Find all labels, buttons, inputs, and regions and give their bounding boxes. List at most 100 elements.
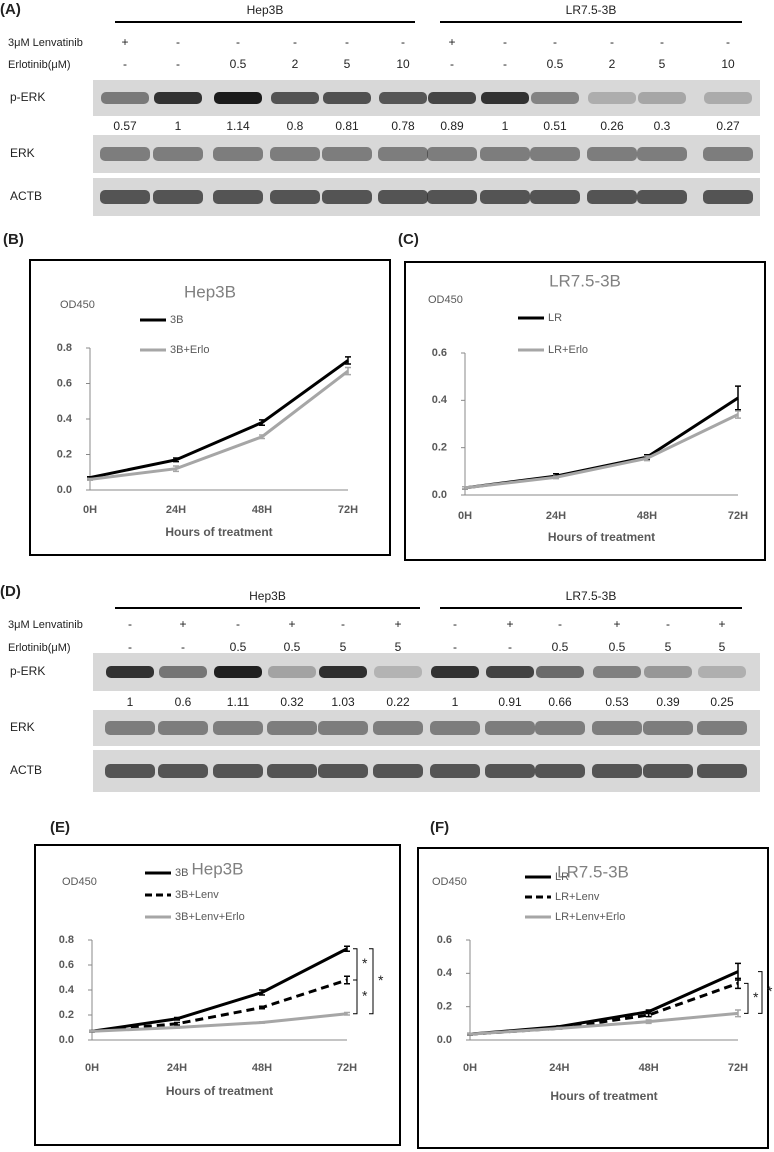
- error-bar: [462, 485, 468, 490]
- condition-value: +: [613, 617, 620, 631]
- y-axis-label: OD450: [432, 876, 467, 888]
- band-label: p-ERK: [10, 664, 45, 678]
- band: [100, 190, 150, 204]
- panel-label: (E): [50, 819, 70, 836]
- condition-value: 0.5: [284, 640, 301, 654]
- significance-mark: *: [378, 972, 384, 988]
- band: [213, 764, 263, 778]
- legend-label: LR: [555, 871, 569, 883]
- band-label: ERK: [10, 720, 35, 734]
- band: [373, 764, 423, 778]
- x-tick-label: 24H: [166, 504, 186, 516]
- band: [480, 147, 530, 161]
- panel-label: (D): [0, 583, 21, 600]
- band: [485, 764, 535, 778]
- quantification: 1.14: [226, 119, 250, 133]
- band: [318, 721, 368, 735]
- quantification: 0.27: [716, 119, 740, 133]
- error-bar: [645, 1012, 652, 1018]
- quantification: 0.66: [548, 695, 572, 709]
- y-tick-label: 0.6: [437, 934, 452, 946]
- legend-label: LR+Lenv+Erlo: [555, 911, 625, 923]
- y-tick-label: 0.4: [57, 413, 73, 425]
- error-bar: [259, 419, 265, 426]
- series-line: [469, 1011, 739, 1036]
- x-tick-label: 0H: [83, 504, 97, 516]
- condition-value: 5: [665, 640, 672, 654]
- condition-value: -: [726, 35, 730, 49]
- condition-value: 2: [292, 57, 299, 71]
- panel-label: (C): [398, 231, 419, 248]
- band: [373, 721, 423, 735]
- condition-value: -: [503, 57, 507, 71]
- band: [698, 666, 746, 678]
- x-tick-label: 24H: [167, 1062, 187, 1074]
- band: [214, 666, 262, 678]
- condition-value: -: [503, 35, 507, 49]
- y-axis-label: OD450: [60, 299, 95, 311]
- group-label: LR7.5-3B: [566, 589, 617, 603]
- condition-value: -: [236, 617, 240, 631]
- condition-value: -: [666, 617, 670, 631]
- error-bar: [556, 1026, 563, 1030]
- band: [486, 666, 534, 678]
- y-axis-label: OD450: [428, 294, 463, 306]
- band: [530, 190, 580, 204]
- band: [268, 666, 316, 678]
- condition-value: 0.5: [547, 57, 564, 71]
- band: [643, 764, 693, 778]
- condition-value: +: [394, 617, 401, 631]
- band: [213, 147, 263, 161]
- band: [378, 190, 428, 204]
- band: [154, 92, 202, 104]
- error-bar: [174, 1026, 180, 1029]
- band: [318, 764, 368, 778]
- error-bar: [345, 366, 351, 376]
- legend-label: 3B+Lenv: [175, 889, 219, 901]
- chart-title: Hep3B: [192, 859, 244, 878]
- quantification: 1: [452, 695, 459, 709]
- condition-value: +: [288, 617, 295, 631]
- band: [159, 666, 207, 678]
- x-tick-label: 72H: [728, 1062, 748, 1074]
- band-label: ACTB: [10, 189, 42, 203]
- band: [153, 190, 203, 204]
- y-tick-label: 0.2: [57, 448, 72, 460]
- y-tick-label: 0.6: [432, 347, 447, 359]
- error-bar: [259, 989, 265, 996]
- y-tick-label: 0.6: [57, 377, 72, 389]
- error-bar: [735, 385, 741, 411]
- band: [697, 764, 747, 778]
- band-label: p-ERK: [10, 90, 45, 104]
- y-tick-label: 0.8: [57, 342, 72, 354]
- x-axis-label: Hours of treatment: [550, 1089, 657, 1103]
- error-bar: [644, 455, 650, 462]
- y-tick-label: 0.0: [57, 484, 72, 496]
- condition-value: 10: [396, 57, 410, 71]
- group-label: Hep3B: [249, 589, 286, 603]
- band: [593, 666, 641, 678]
- band: [427, 147, 477, 161]
- band: [643, 721, 693, 735]
- band: [105, 721, 155, 735]
- band: [644, 666, 692, 678]
- condition-value: 5: [344, 57, 351, 71]
- band: [106, 666, 154, 678]
- error-bar: [174, 1016, 180, 1021]
- condition-label: 3μM Lenvatinib: [8, 37, 83, 49]
- quantification: 0.89: [440, 119, 464, 133]
- series-line: [464, 413, 739, 490]
- condition-value: -: [453, 640, 457, 654]
- error-bar: [344, 975, 350, 985]
- y-axis-label: OD450: [62, 876, 97, 888]
- condition-value: -: [450, 57, 454, 71]
- quantification: 1: [502, 119, 509, 133]
- quantification: 0.22: [386, 695, 410, 709]
- significance-mark: *: [362, 955, 368, 971]
- condition-value: -: [181, 640, 185, 654]
- quantification: 0.78: [391, 119, 415, 133]
- legend-label: LR+Erlo: [548, 344, 588, 356]
- group-label: Hep3B: [247, 3, 284, 17]
- band: [158, 764, 208, 778]
- chart-title: Hep3B: [184, 282, 236, 301]
